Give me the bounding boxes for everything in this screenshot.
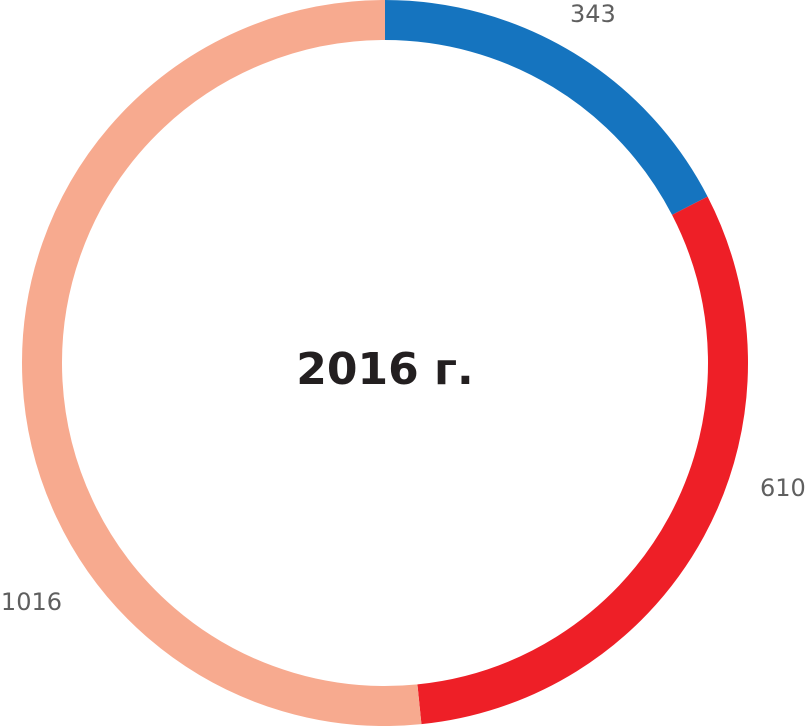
slice-label-1: 343 — [570, 0, 616, 28]
slice-label-2: 610 — [760, 474, 806, 502]
donut-slice-3 — [22, 0, 422, 726]
slice-labels: 343 610 1016 — [1, 0, 806, 616]
donut-slice-1 — [384, 0, 708, 215]
slice-label-3: 1016 — [1, 588, 62, 616]
chart-title: 2016 г. — [296, 344, 473, 395]
donut-slice-2 — [417, 196, 748, 725]
donut-slices — [22, 0, 748, 726]
